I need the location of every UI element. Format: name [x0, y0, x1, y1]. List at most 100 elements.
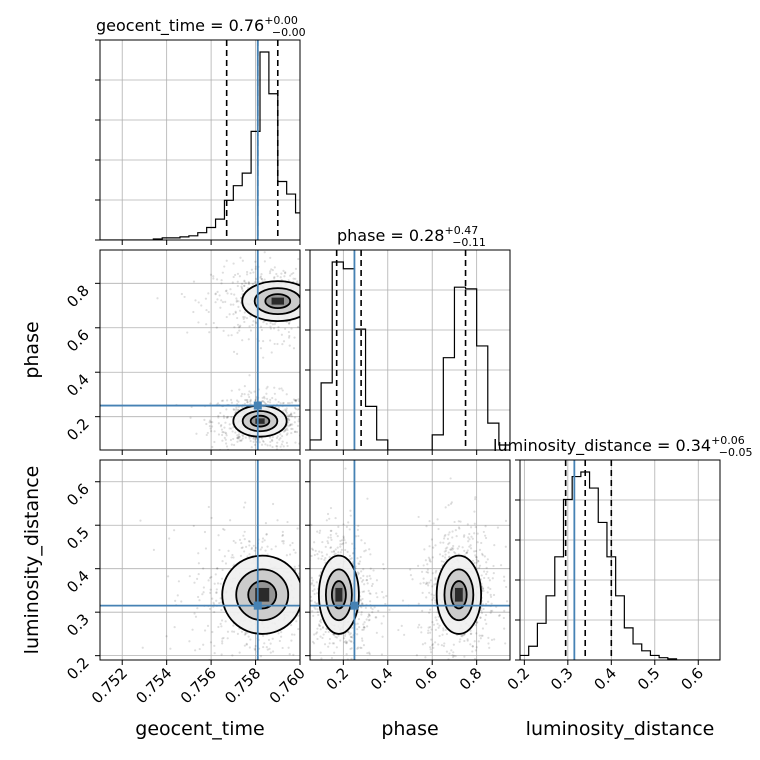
sample-point — [468, 538, 471, 541]
sample-point — [311, 548, 315, 551]
sample-point — [319, 635, 322, 638]
sample-point — [346, 286, 348, 288]
sample-point — [290, 272, 293, 276]
sample-point — [252, 271, 255, 274]
sample-point — [218, 601, 221, 605]
sample-point — [280, 631, 283, 634]
sample-point — [371, 611, 374, 614]
sample-point — [486, 570, 489, 573]
sample-point — [260, 546, 264, 549]
sample-point — [374, 616, 377, 619]
sample-point — [279, 436, 282, 440]
sample-point — [200, 304, 203, 307]
sample-point — [311, 589, 314, 593]
sample-point — [287, 417, 290, 421]
sample-point — [226, 630, 230, 633]
sample-point — [308, 322, 310, 324]
sample-point — [290, 633, 294, 636]
sample-point — [280, 443, 284, 446]
sample-point — [275, 272, 278, 276]
sample-point — [504, 642, 507, 645]
sample-point — [212, 601, 215, 604]
sample-point — [466, 523, 469, 526]
sample-point — [341, 543, 344, 546]
sample-point — [249, 272, 252, 275]
sample-point — [270, 351, 273, 354]
sample-point — [319, 700, 321, 702]
sample-point — [273, 451, 275, 453]
sample-point — [286, 444, 289, 448]
sample-point — [319, 618, 323, 621]
sample-point — [219, 622, 222, 625]
sample-point — [356, 528, 359, 531]
sample-point — [380, 653, 384, 656]
sample-point — [240, 286, 244, 289]
sample-point — [294, 267, 298, 270]
sample-point — [314, 549, 317, 552]
sample-point — [315, 631, 319, 634]
sample-point — [315, 642, 317, 644]
sample-point — [231, 630, 234, 633]
sample-point — [293, 633, 296, 636]
sample-point — [223, 426, 226, 429]
sample-point — [243, 393, 246, 396]
sample-point — [311, 574, 313, 576]
sample-point — [327, 536, 330, 539]
sample-point — [452, 544, 455, 548]
sample-point — [289, 424, 292, 427]
sample-point — [165, 635, 168, 638]
truth-marker — [253, 401, 262, 410]
sample-point — [349, 701, 351, 703]
sample-point — [450, 669, 452, 671]
sample-point — [307, 602, 309, 604]
sample-point — [197, 321, 200, 324]
sample-point — [281, 389, 284, 392]
sample-point — [428, 559, 431, 562]
sample-point — [326, 512, 330, 516]
sample-point — [236, 434, 239, 437]
sample-point — [214, 292, 217, 295]
sample-point — [296, 325, 300, 329]
contour-line — [249, 414, 271, 428]
sample-point — [319, 651, 322, 654]
sample-point — [328, 642, 331, 645]
sample-point — [305, 570, 307, 572]
sample-point — [216, 567, 219, 570]
sample-point — [460, 634, 463, 638]
sample-point — [268, 436, 272, 439]
sample-point — [356, 672, 358, 674]
sample-point — [265, 646, 268, 649]
sample-point — [277, 406, 280, 409]
sample-point — [368, 652, 371, 656]
sample-point — [431, 598, 434, 601]
sample-point — [320, 560, 322, 562]
sample-point — [313, 668, 315, 670]
sample-point — [356, 571, 359, 574]
sample-point — [294, 408, 298, 411]
sample-point — [491, 577, 494, 580]
sample-point — [233, 443, 236, 447]
sample-point — [253, 648, 257, 651]
sample-point — [306, 294, 308, 296]
sample-point — [469, 632, 472, 636]
sample-point — [325, 280, 327, 282]
sample-point — [426, 571, 430, 574]
sample-point — [485, 573, 488, 576]
sample-point — [319, 304, 321, 306]
sample-point — [359, 555, 362, 559]
density-contours — [232, 280, 300, 438]
sample-point — [335, 636, 339, 639]
sample-point — [344, 467, 347, 470]
truth-marker — [253, 601, 262, 610]
sample-point — [284, 410, 288, 413]
sample-point — [285, 554, 288, 557]
sample-point — [310, 583, 313, 586]
sample-point — [245, 317, 249, 320]
sample-point — [242, 317, 245, 320]
sample-point — [313, 316, 315, 318]
sample-point — [369, 606, 373, 609]
sample-point — [294, 539, 296, 541]
sample-point — [488, 646, 491, 649]
sample-point — [286, 432, 289, 435]
sample-point — [202, 567, 205, 570]
